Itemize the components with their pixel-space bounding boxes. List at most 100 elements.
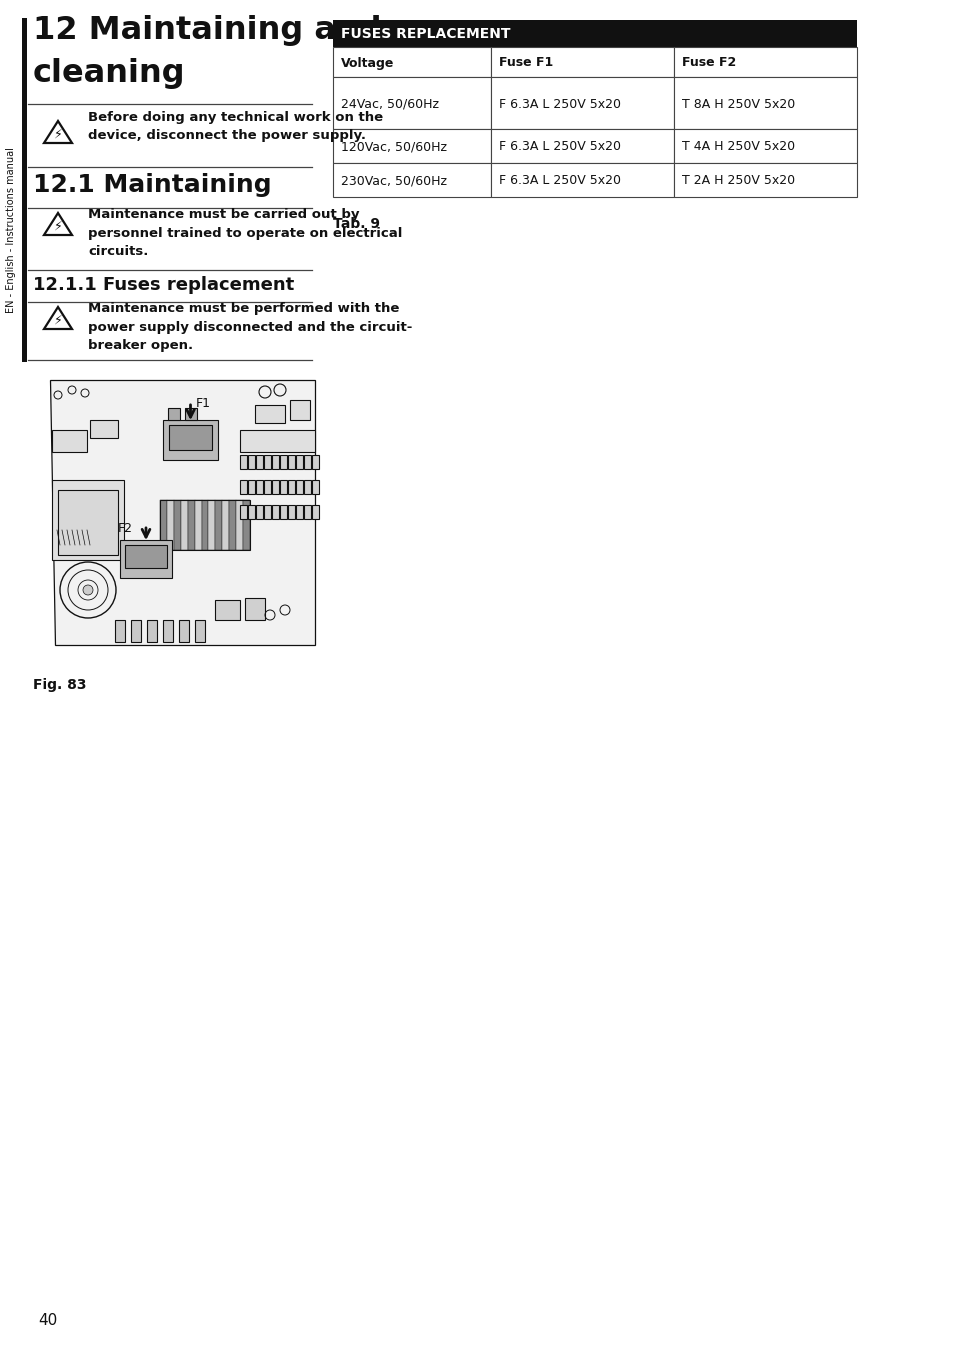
Bar <box>312 505 318 519</box>
Bar <box>167 500 173 550</box>
Bar <box>304 481 311 494</box>
Text: 24Vac, 50/60Hz: 24Vac, 50/60Hz <box>340 97 438 111</box>
Bar <box>188 500 194 550</box>
Bar <box>125 546 167 567</box>
Bar <box>272 505 278 519</box>
Text: Tab. 9: Tab. 9 <box>333 217 379 232</box>
Text: T 8A H 250V 5x20: T 8A H 250V 5x20 <box>681 97 795 111</box>
Text: 230Vac, 50/60Hz: 230Vac, 50/60Hz <box>340 175 447 187</box>
Bar <box>168 408 180 420</box>
Bar <box>491 77 673 129</box>
Bar <box>115 620 125 642</box>
Bar <box>236 500 243 550</box>
Bar <box>280 455 287 468</box>
Bar <box>120 540 172 578</box>
Bar <box>173 500 180 550</box>
Text: 40: 40 <box>38 1313 57 1328</box>
Bar <box>295 505 303 519</box>
Text: Voltage: Voltage <box>340 57 394 69</box>
Bar <box>209 500 215 550</box>
Bar <box>248 481 254 494</box>
Bar <box>295 481 303 494</box>
Bar <box>52 431 87 452</box>
Bar <box>229 500 236 550</box>
Bar <box>333 129 491 162</box>
Bar <box>58 490 118 555</box>
Bar <box>90 420 118 437</box>
Bar <box>673 129 856 162</box>
Bar <box>185 408 196 420</box>
Bar <box>272 481 278 494</box>
Bar <box>288 455 294 468</box>
Text: Maintenance must be carried out by
personnel trained to operate on electrical
ci: Maintenance must be carried out by perso… <box>88 209 402 259</box>
Bar <box>179 620 189 642</box>
Bar <box>673 77 856 129</box>
Bar <box>52 481 124 561</box>
Text: Before doing any technical work on the
device, disconnect the power supply.: Before doing any technical work on the d… <box>88 111 383 142</box>
Text: F 6.3A L 250V 5x20: F 6.3A L 250V 5x20 <box>498 97 620 111</box>
Bar <box>201 500 209 550</box>
Text: Fuse F2: Fuse F2 <box>681 57 736 69</box>
Text: 120Vac, 50/60Hz: 120Vac, 50/60Hz <box>340 141 447 153</box>
Text: Fuse F1: Fuse F1 <box>498 57 553 69</box>
Bar <box>272 455 278 468</box>
Bar <box>304 455 311 468</box>
Bar <box>280 481 287 494</box>
Text: ⚡: ⚡ <box>53 314 62 326</box>
Bar <box>304 505 311 519</box>
Bar <box>147 620 157 642</box>
Bar <box>264 505 271 519</box>
Bar <box>214 600 240 620</box>
Bar <box>264 481 271 494</box>
Text: 12.1.1 Fuses replacement: 12.1.1 Fuses replacement <box>33 276 294 294</box>
Bar <box>312 455 318 468</box>
Text: F 6.3A L 250V 5x20: F 6.3A L 250V 5x20 <box>498 175 620 187</box>
Bar <box>248 455 254 468</box>
Text: cleaning: cleaning <box>33 58 186 89</box>
Bar <box>290 399 310 420</box>
Bar <box>255 505 263 519</box>
Bar <box>222 500 229 550</box>
Bar <box>491 129 673 162</box>
Bar <box>245 598 265 620</box>
Text: EN - English - Instructions manual: EN - English - Instructions manual <box>6 148 16 313</box>
Polygon shape <box>50 380 314 645</box>
Bar <box>240 505 247 519</box>
Text: Maintenance must be performed with the
power supply disconnected and the circuit: Maintenance must be performed with the p… <box>88 302 412 352</box>
Bar <box>240 481 247 494</box>
Bar <box>180 500 188 550</box>
Bar <box>240 455 247 468</box>
Bar <box>333 162 491 196</box>
Bar <box>163 620 172 642</box>
Text: 12 Maintaining and: 12 Maintaining and <box>33 15 381 46</box>
Bar <box>673 47 856 77</box>
Bar <box>673 162 856 196</box>
Bar <box>312 481 318 494</box>
Bar <box>169 425 212 450</box>
Bar <box>215 500 222 550</box>
Bar <box>295 455 303 468</box>
Bar <box>194 620 205 642</box>
Bar <box>160 500 250 550</box>
Circle shape <box>83 585 92 594</box>
Text: Fig. 83: Fig. 83 <box>33 678 87 692</box>
Bar <box>333 47 491 77</box>
Bar <box>288 481 294 494</box>
Bar <box>160 500 167 550</box>
Bar <box>131 620 141 642</box>
Bar <box>491 162 673 196</box>
Text: 12.1 Maintaining: 12.1 Maintaining <box>33 173 272 196</box>
Text: T 2A H 250V 5x20: T 2A H 250V 5x20 <box>681 175 794 187</box>
Bar <box>248 505 254 519</box>
Text: F 6.3A L 250V 5x20: F 6.3A L 250V 5x20 <box>498 141 620 153</box>
Bar <box>264 455 271 468</box>
Bar <box>333 20 856 47</box>
Text: ⚡: ⚡ <box>53 127 62 141</box>
Bar <box>194 500 201 550</box>
Bar <box>280 505 287 519</box>
Bar <box>333 77 491 129</box>
Bar <box>163 420 218 460</box>
Text: ⚡: ⚡ <box>53 219 62 233</box>
Bar <box>288 505 294 519</box>
Bar <box>491 47 673 77</box>
